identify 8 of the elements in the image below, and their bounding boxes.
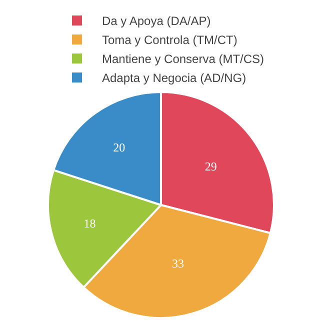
data-label: 29 [204,159,217,174]
legend-label: Adapta y Negocia (AD/NG) [102,71,246,86]
legend-label: Mantiene y Conserva (MT/CS) [102,52,264,66]
data-label: 20 [113,140,126,154]
data-label: 33 [172,256,184,270]
legend-label: Da y Apoya (DA/AP) [102,14,211,28]
data-label: 18 [84,216,96,230]
legend-label: Toma y Controla (TM/CT) [102,33,238,48]
